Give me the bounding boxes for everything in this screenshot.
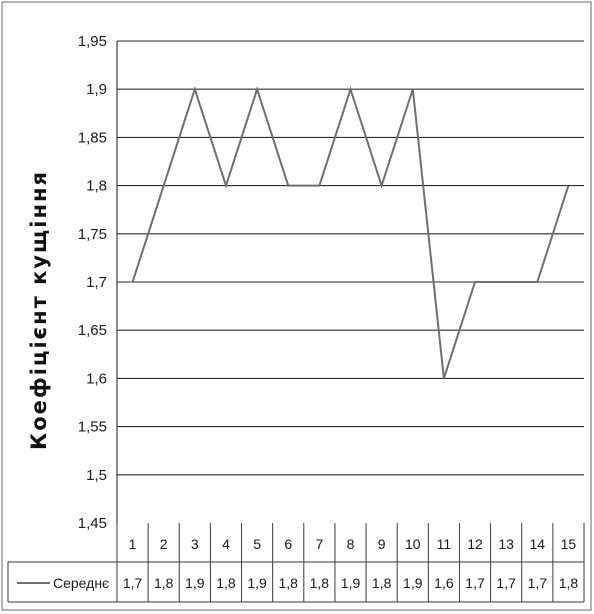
y-tick-label: 1,7 bbox=[86, 274, 107, 291]
table-value-cell: 1,7 bbox=[123, 575, 143, 591]
y-axis-ticks: 1,45 1,5 1,55 1,6 1,65 1,7 1,75 1,8 1,85 1,9 1,95 bbox=[78, 33, 107, 532]
gridlines bbox=[116, 40, 584, 523]
table-value-cell: 1,7 bbox=[465, 575, 485, 591]
series-layer bbox=[131, 85, 570, 379]
y-tick-label: 1,95 bbox=[78, 33, 107, 50]
x-category-label: 11 bbox=[437, 536, 452, 552]
table-value-cell: 1,8 bbox=[154, 575, 174, 591]
table-value-cell: 1,8 bbox=[559, 575, 579, 591]
table-value-cell: 1,9 bbox=[185, 575, 205, 591]
y-tick-label: 1,75 bbox=[78, 226, 107, 243]
y-tick-label: 1,6 bbox=[86, 370, 107, 387]
table-value-cell: 1,8 bbox=[216, 575, 236, 591]
table-value-cell: 1,9 bbox=[403, 575, 423, 591]
x-category-label: 2 bbox=[160, 536, 168, 552]
table-value-cell: 1,9 bbox=[341, 575, 361, 591]
x-category-label: 9 bbox=[378, 536, 386, 552]
x-category-label: 14 bbox=[530, 536, 546, 552]
y-tick-label: 1,55 bbox=[78, 419, 107, 436]
x-category-label: 3 bbox=[191, 536, 199, 552]
y-tick-label: 1,8 bbox=[86, 178, 107, 195]
table-value-cell: 1,8 bbox=[310, 575, 330, 591]
y-tick-label: 1,85 bbox=[78, 129, 107, 146]
y-tick-label: 1,9 bbox=[86, 81, 107, 98]
y-axis-title: Коефіцієнт кущіння bbox=[27, 170, 51, 450]
x-category-label: 4 bbox=[222, 536, 230, 552]
table-value-cell: 1,6 bbox=[434, 575, 454, 591]
table-value-cell: 1,8 bbox=[372, 575, 392, 591]
y-tick-label: 1,45 bbox=[78, 515, 107, 532]
x-category-label: 7 bbox=[315, 536, 323, 552]
x-category-label: 15 bbox=[561, 536, 577, 552]
table-value-cell: 1,9 bbox=[247, 575, 267, 591]
x-category-label: 8 bbox=[347, 536, 355, 552]
x-category-label: 6 bbox=[284, 536, 292, 552]
x-category-label: 12 bbox=[467, 536, 483, 552]
x-category-label: 13 bbox=[498, 536, 514, 552]
series-line-serednie bbox=[131, 85, 570, 379]
y-tick-label: 1,65 bbox=[78, 322, 107, 339]
y-tick-label: 1,5 bbox=[86, 467, 107, 484]
table-value-cell: 1,7 bbox=[496, 575, 516, 591]
legend-series-name: Середнє bbox=[53, 575, 109, 591]
table-value-cell: 1,8 bbox=[278, 575, 298, 591]
x-category-label: 5 bbox=[253, 536, 261, 552]
x-category-label: 1 bbox=[129, 536, 137, 552]
table-value-cell: 1,7 bbox=[528, 575, 548, 591]
x-category-label: 10 bbox=[405, 536, 421, 552]
